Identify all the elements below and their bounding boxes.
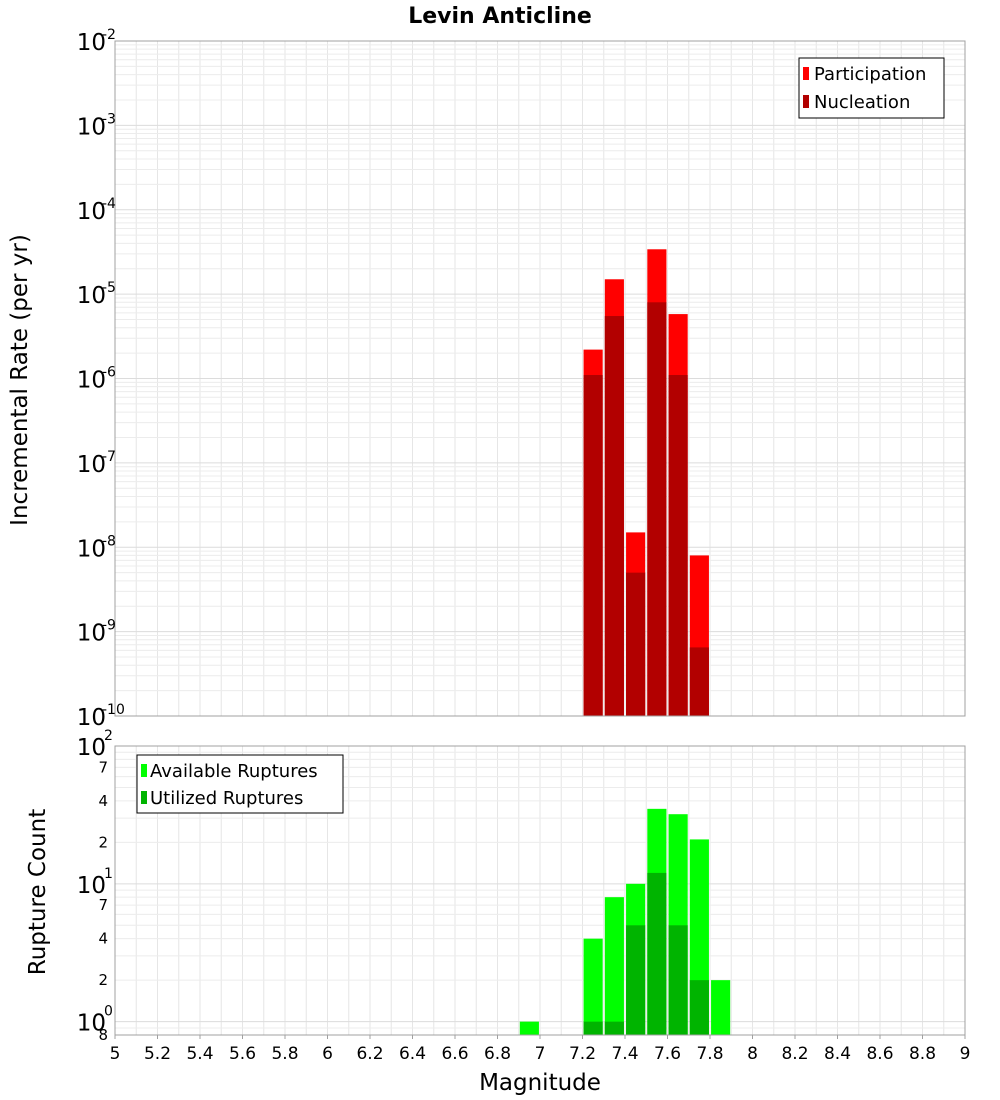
y-tick-minor-label: 2 [98, 833, 108, 851]
bottom-bars [519, 808, 731, 1035]
legend-swatch-utilized [141, 791, 147, 804]
y-tick-label: 10 [77, 283, 106, 309]
chart-title: Levin Anticline [408, 4, 592, 29]
nucleation-bar [583, 375, 603, 716]
y-tick-label: 10 [77, 735, 106, 761]
y-tick-label: 10 [77, 368, 106, 394]
y-tick-label: 10 [77, 705, 106, 731]
x-tick-label: 6 [322, 1044, 333, 1064]
x-tick-label: 9 [960, 1044, 971, 1064]
y-tick-exponent: 2 [104, 728, 113, 744]
nucleation-bar [626, 572, 646, 716]
available-ruptures-bar [519, 1021, 539, 1035]
y-tick-label: 10 [77, 30, 106, 56]
y-tick-label: 10 [77, 199, 106, 225]
x-tick-label: 7.4 [611, 1044, 638, 1064]
legend-label-participation: Participation [814, 64, 926, 85]
y-tick-minor-label: 7 [98, 896, 108, 914]
legend-label-available: Available Ruptures [150, 761, 318, 782]
utilized-ruptures-bar [689, 980, 709, 1035]
y-tick-minor-label: 4 [98, 792, 108, 810]
available-ruptures-bar [583, 938, 603, 1035]
x-tick-label: 5.4 [186, 1044, 213, 1064]
top-plot-frame [114, 40, 966, 717]
x-ticks: 5 5.2 5.4 5.6 5.8 6 6.2 6.4 6.6 6.8 7 7.2 7.4 7.6 7.8 8… [110, 1035, 971, 1064]
y-tick-exponent: -4 [102, 196, 116, 212]
y-tick-label: 10 [77, 536, 106, 562]
x-tick-label: 8.8 [909, 1044, 936, 1064]
y-tick-exponent: 0 [104, 1004, 113, 1020]
top-panel: 10-210-310-410-510-610-710-810-910-10 In… [7, 27, 966, 731]
y-tick-exponent: -2 [102, 27, 116, 43]
utilized-ruptures-bar [668, 925, 688, 1035]
utilized-ruptures-bar [647, 872, 667, 1035]
utilized-ruptures-bar [583, 1021, 603, 1035]
x-tick-label: 8.6 [866, 1044, 893, 1064]
y-tick-minor-label: 2 [98, 971, 108, 989]
top-y-axis-title: Incremental Rate (per yr) [7, 234, 33, 526]
legend-label-nucleation: Nucleation [814, 92, 910, 113]
y-tick-label: 10 [77, 873, 106, 899]
utilized-ruptures-bar [604, 1021, 624, 1035]
utilized-ruptures-bar [626, 925, 646, 1035]
x-axis-title: Magnitude [479, 1070, 601, 1096]
y-tick-exponent: -3 [102, 111, 116, 127]
nucleation-bar [604, 316, 624, 716]
bottom-y-axis-title: Rupture Count [25, 809, 51, 975]
legend-swatch-nucleation [803, 95, 809, 108]
x-tick-label: 7 [535, 1044, 546, 1064]
x-tick-label: 5.8 [271, 1044, 298, 1064]
nucleation-bar [689, 647, 709, 716]
available-ruptures-bar [604, 897, 624, 1035]
x-tick-label: 6.2 [356, 1044, 383, 1064]
legend-swatch-available [141, 764, 147, 777]
top-grid [114, 41, 966, 717]
y-tick-exponent: -6 [102, 365, 116, 381]
y-tick-minor-label: 4 [98, 930, 108, 948]
y-tick-label: 10 [77, 621, 106, 647]
x-tick-label: 8 [747, 1044, 758, 1064]
x-tick-label: 5.2 [144, 1044, 171, 1064]
x-tick-label: 5.6 [229, 1044, 256, 1064]
top-y-ticks: 10-210-310-410-510-610-710-810-910-10 [77, 27, 125, 731]
x-tick-label: 7.6 [654, 1044, 681, 1064]
bottom-legend-box [136, 754, 344, 814]
top-bars [583, 249, 709, 716]
x-tick-label: 6.4 [399, 1044, 426, 1064]
y-tick-minor-label: 8 [98, 1026, 108, 1044]
x-tick-label: 5 [110, 1044, 121, 1064]
nucleation-bar [647, 302, 667, 716]
x-tick-label: 7.2 [569, 1044, 596, 1064]
legend-label-utilized: Utilized Ruptures [150, 788, 303, 809]
x-tick-label: 6.8 [484, 1044, 511, 1064]
y-tick-exponent: -10 [102, 702, 125, 718]
y-tick-label: 10 [77, 114, 106, 140]
x-tick-label: 6.6 [441, 1044, 468, 1064]
bottom-legend: Available Ruptures Utilized Ruptures [136, 754, 344, 814]
y-tick-exponent: -7 [102, 449, 116, 465]
y-tick-label: 10 [77, 1011, 106, 1037]
y-tick-exponent: -9 [102, 618, 116, 634]
legend-swatch-participation [803, 67, 809, 80]
x-tick-label: 8.4 [824, 1044, 851, 1064]
available-ruptures-bar [711, 980, 731, 1035]
y-tick-exponent: 1 [104, 866, 113, 882]
nucleation-bar [668, 375, 688, 716]
y-tick-label: 10 [77, 452, 106, 478]
y-tick-exponent: -8 [102, 533, 116, 549]
y-tick-exponent: -5 [102, 280, 116, 296]
y-tick-minor-label: 7 [98, 758, 108, 776]
x-tick-label: 8.2 [781, 1044, 808, 1064]
top-legend-box [798, 57, 945, 119]
x-tick-label: 7.8 [696, 1044, 723, 1064]
top-legend: Participation Nucleation [798, 57, 945, 119]
